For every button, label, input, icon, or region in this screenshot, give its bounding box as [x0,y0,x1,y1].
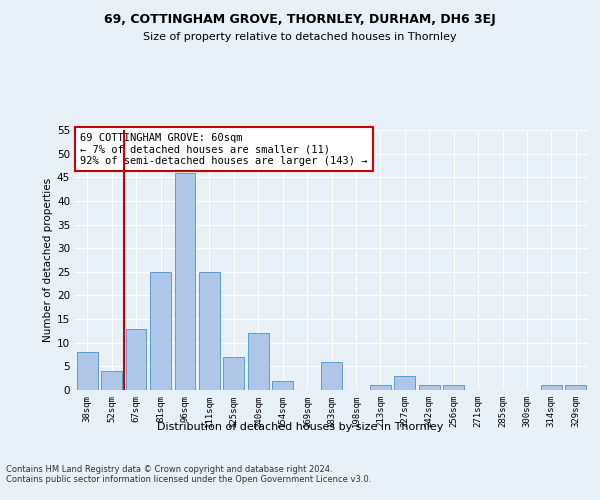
Bar [223,357,244,390]
Bar [101,371,122,390]
Bar [77,352,98,390]
Bar [248,334,269,390]
Bar [199,272,220,390]
Bar [175,172,196,390]
Text: 69, COTTINGHAM GROVE, THORNLEY, DURHAM, DH6 3EJ: 69, COTTINGHAM GROVE, THORNLEY, DURHAM, … [104,12,496,26]
Bar [125,328,146,390]
Bar [321,362,342,390]
Bar [394,376,415,390]
Text: Distribution of detached houses by size in Thornley: Distribution of detached houses by size … [157,422,443,432]
Text: Contains HM Land Registry data © Crown copyright and database right 2024.
Contai: Contains HM Land Registry data © Crown c… [6,465,371,484]
Bar [272,380,293,390]
Bar [443,386,464,390]
Bar [565,386,586,390]
Text: Size of property relative to detached houses in Thornley: Size of property relative to detached ho… [143,32,457,42]
Bar [150,272,171,390]
Bar [370,386,391,390]
Y-axis label: Number of detached properties: Number of detached properties [43,178,53,342]
Bar [419,386,440,390]
Bar [541,386,562,390]
Text: 69 COTTINGHAM GROVE: 60sqm
← 7% of detached houses are smaller (11)
92% of semi-: 69 COTTINGHAM GROVE: 60sqm ← 7% of detac… [80,132,368,166]
